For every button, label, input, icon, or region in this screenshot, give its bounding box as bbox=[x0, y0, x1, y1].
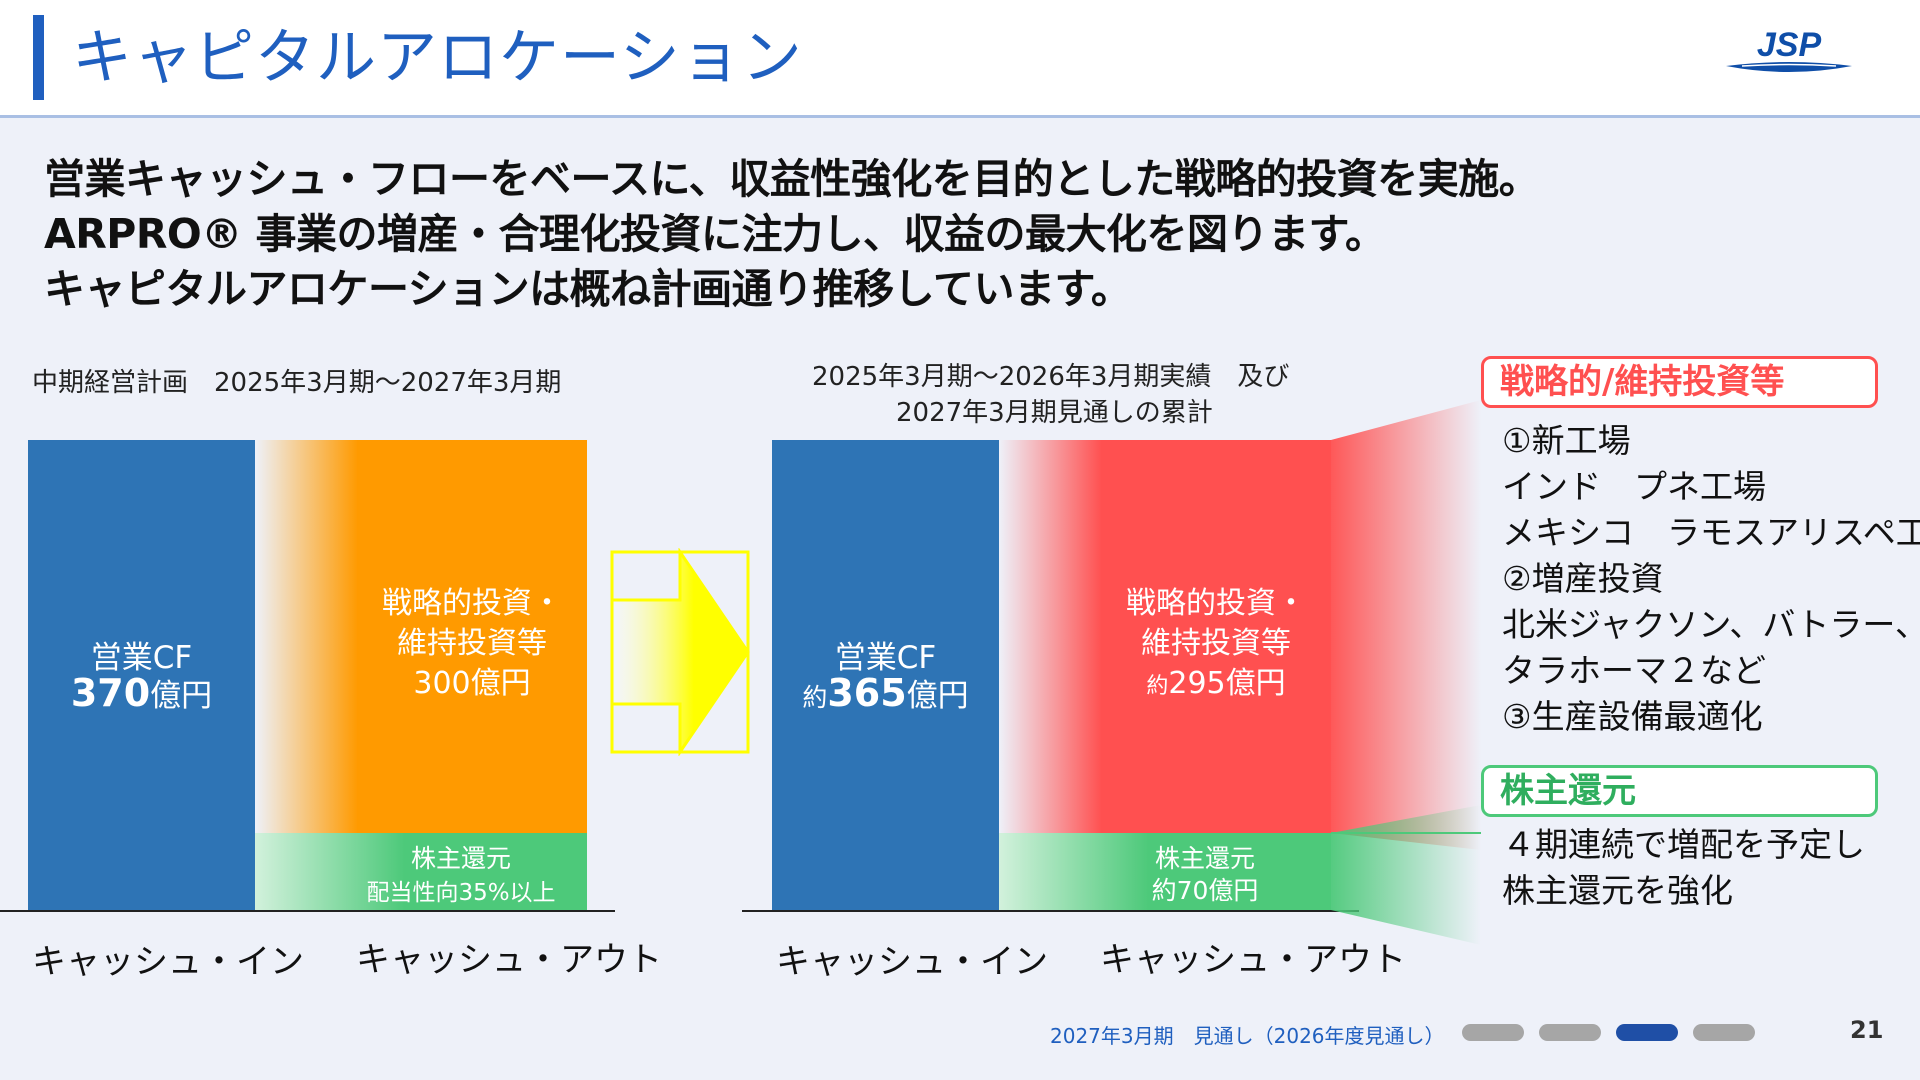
result-gradient-connector bbox=[999, 440, 1102, 833]
return-box-list: ４期連続で増配を予定し 株主還元を強化 bbox=[1502, 822, 1865, 914]
plan-x-label-out: キャッシュ・アウト bbox=[356, 940, 662, 980]
plan-cash-in-label: 営業CF bbox=[90, 640, 193, 676]
header: キャピタルアロケーション JSP bbox=[0, 0, 1920, 115]
plan-strategic-label-1: 戦略的投資・ bbox=[382, 586, 562, 621]
return-item-2: 株主還元を強化 bbox=[1502, 871, 1733, 910]
result-strategic-prefix: 約 bbox=[1146, 674, 1169, 699]
strategic-item-3: メキシコ ラモスアリスペ工場 bbox=[1502, 513, 1920, 552]
result-return-label: 株主還元 bbox=[1154, 844, 1255, 873]
headline-line-1: 営業キャッシュ・フローをベースに、収益性強化を目的とした戦略的投資を実施。 bbox=[44, 155, 1540, 203]
plan-gradient-connector bbox=[255, 440, 358, 833]
transition-arrow-icon bbox=[610, 548, 750, 756]
progress-dot bbox=[1462, 1024, 1524, 1041]
headline-line-2: ARPRO® 事業の増産・合理化投資に注力し、収益の最大化を図ります。 bbox=[44, 210, 1386, 258]
result-caption-line-2: 2027年3月期見通しの累計 bbox=[896, 398, 1213, 428]
jsp-logo: JSP bbox=[1726, 26, 1852, 72]
strategic-item-1: ①新工場 bbox=[1502, 421, 1631, 460]
strategic-item-6: タラホーマ２など bbox=[1502, 651, 1766, 690]
result-cash-in-bar: 営業CF 約365億円 bbox=[772, 440, 999, 910]
page-title: キャピタルアロケーション bbox=[72, 23, 803, 93]
progress-dot bbox=[1693, 1024, 1755, 1041]
result-x-label-in: キャッシュ・イン bbox=[776, 942, 1048, 982]
plan-cash-in-bar: 営業CF 370億円 bbox=[28, 440, 255, 910]
result-cash-in-value: 365 bbox=[827, 671, 907, 715]
plan-return-bar: 株主還元 配当性向35%以上 bbox=[255, 833, 587, 910]
strategic-item-7: ③生産設備最適化 bbox=[1502, 697, 1763, 736]
plan-return-note: 配当性向35%以上 bbox=[366, 880, 556, 906]
progress-dot bbox=[1539, 1024, 1601, 1041]
plan-strategic-value: 300億円 bbox=[413, 666, 531, 701]
result-strategic-amount: 約295億円 bbox=[1101, 658, 1331, 702]
result-strategic-bar: 戦略的投資・ 維持投資等 約295億円 bbox=[1101, 440, 1331, 833]
strategic-item-4: ②増産投資 bbox=[1502, 559, 1664, 598]
footer-note: 2027年3月期 見通し（2026年度見通し） bbox=[1050, 1024, 1445, 1048]
strategic-item-5: 北米ジャクソン、バトラー、 bbox=[1502, 605, 1920, 644]
logo-text: JSP bbox=[1757, 26, 1822, 64]
page-number: 21 bbox=[1850, 1016, 1884, 1044]
progress-dot bbox=[1616, 1024, 1678, 1041]
plan-strategic-bar: 戦略的投資・ 維持投資等 300億円 bbox=[357, 440, 587, 833]
header-divider bbox=[0, 115, 1920, 118]
result-strategic-label-1: 戦略的投資・ bbox=[1126, 586, 1306, 621]
headline-line-3: キャピタルアロケーションは概ね計画通り推移しています。 bbox=[44, 265, 1132, 313]
callout-fan-shapes bbox=[1331, 400, 1481, 945]
result-strategic-value: 295億円 bbox=[1168, 666, 1286, 701]
strategic-item-2: インド プネ工場 bbox=[1502, 467, 1766, 506]
plan-cash-in-unit: 億円 bbox=[150, 678, 213, 714]
strategic-box-title: 戦略的/維持投資等 bbox=[1481, 356, 1878, 408]
plan-strategic-label-2: 維持投資等 bbox=[397, 626, 547, 661]
result-cash-in-unit: 億円 bbox=[906, 678, 969, 714]
return-item-1: ４期連続で増配を予定し bbox=[1502, 825, 1865, 864]
result-strategic-label-2: 維持投資等 bbox=[1141, 626, 1291, 661]
result-cash-in-amount: 約365億円 bbox=[772, 670, 999, 715]
result-cash-in-label: 営業CF bbox=[834, 640, 937, 676]
result-cash-in-prefix: 約 bbox=[802, 683, 828, 712]
plan-caption: 中期経営計画 2025年3月期～2027年3月期 bbox=[32, 368, 562, 398]
progress-indicator bbox=[1462, 1024, 1762, 1044]
result-return-value: 約70億円 bbox=[1151, 876, 1259, 905]
plan-return-label: 株主還元 bbox=[410, 844, 511, 873]
plan-cash-in-amount: 370億円 bbox=[28, 670, 255, 715]
headline: 営業キャッシュ・フローをベースに、収益性強化を目的とした戦略的投資を実施。 AR… bbox=[44, 152, 1540, 317]
plan-cash-in-value: 370 bbox=[70, 671, 151, 715]
result-baseline bbox=[742, 910, 1359, 912]
result-x-label-out: キャッシュ・アウト bbox=[1100, 940, 1406, 980]
result-return-bar: 株主還元 約70億円 bbox=[999, 833, 1331, 910]
result-caption-line-1: 2025年3月期～2026年3月期実績 及び bbox=[812, 362, 1290, 392]
plan-baseline bbox=[0, 910, 615, 912]
strategic-box-list: ①新工場 インド プネ工場 メキシコ ラモスアリスペ工場 ②増産投資 北米ジャク… bbox=[1502, 418, 1920, 740]
return-box-title: 株主還元 bbox=[1481, 765, 1878, 817]
title-accent-bar bbox=[33, 15, 44, 100]
plan-x-label-in: キャッシュ・イン bbox=[32, 942, 304, 982]
